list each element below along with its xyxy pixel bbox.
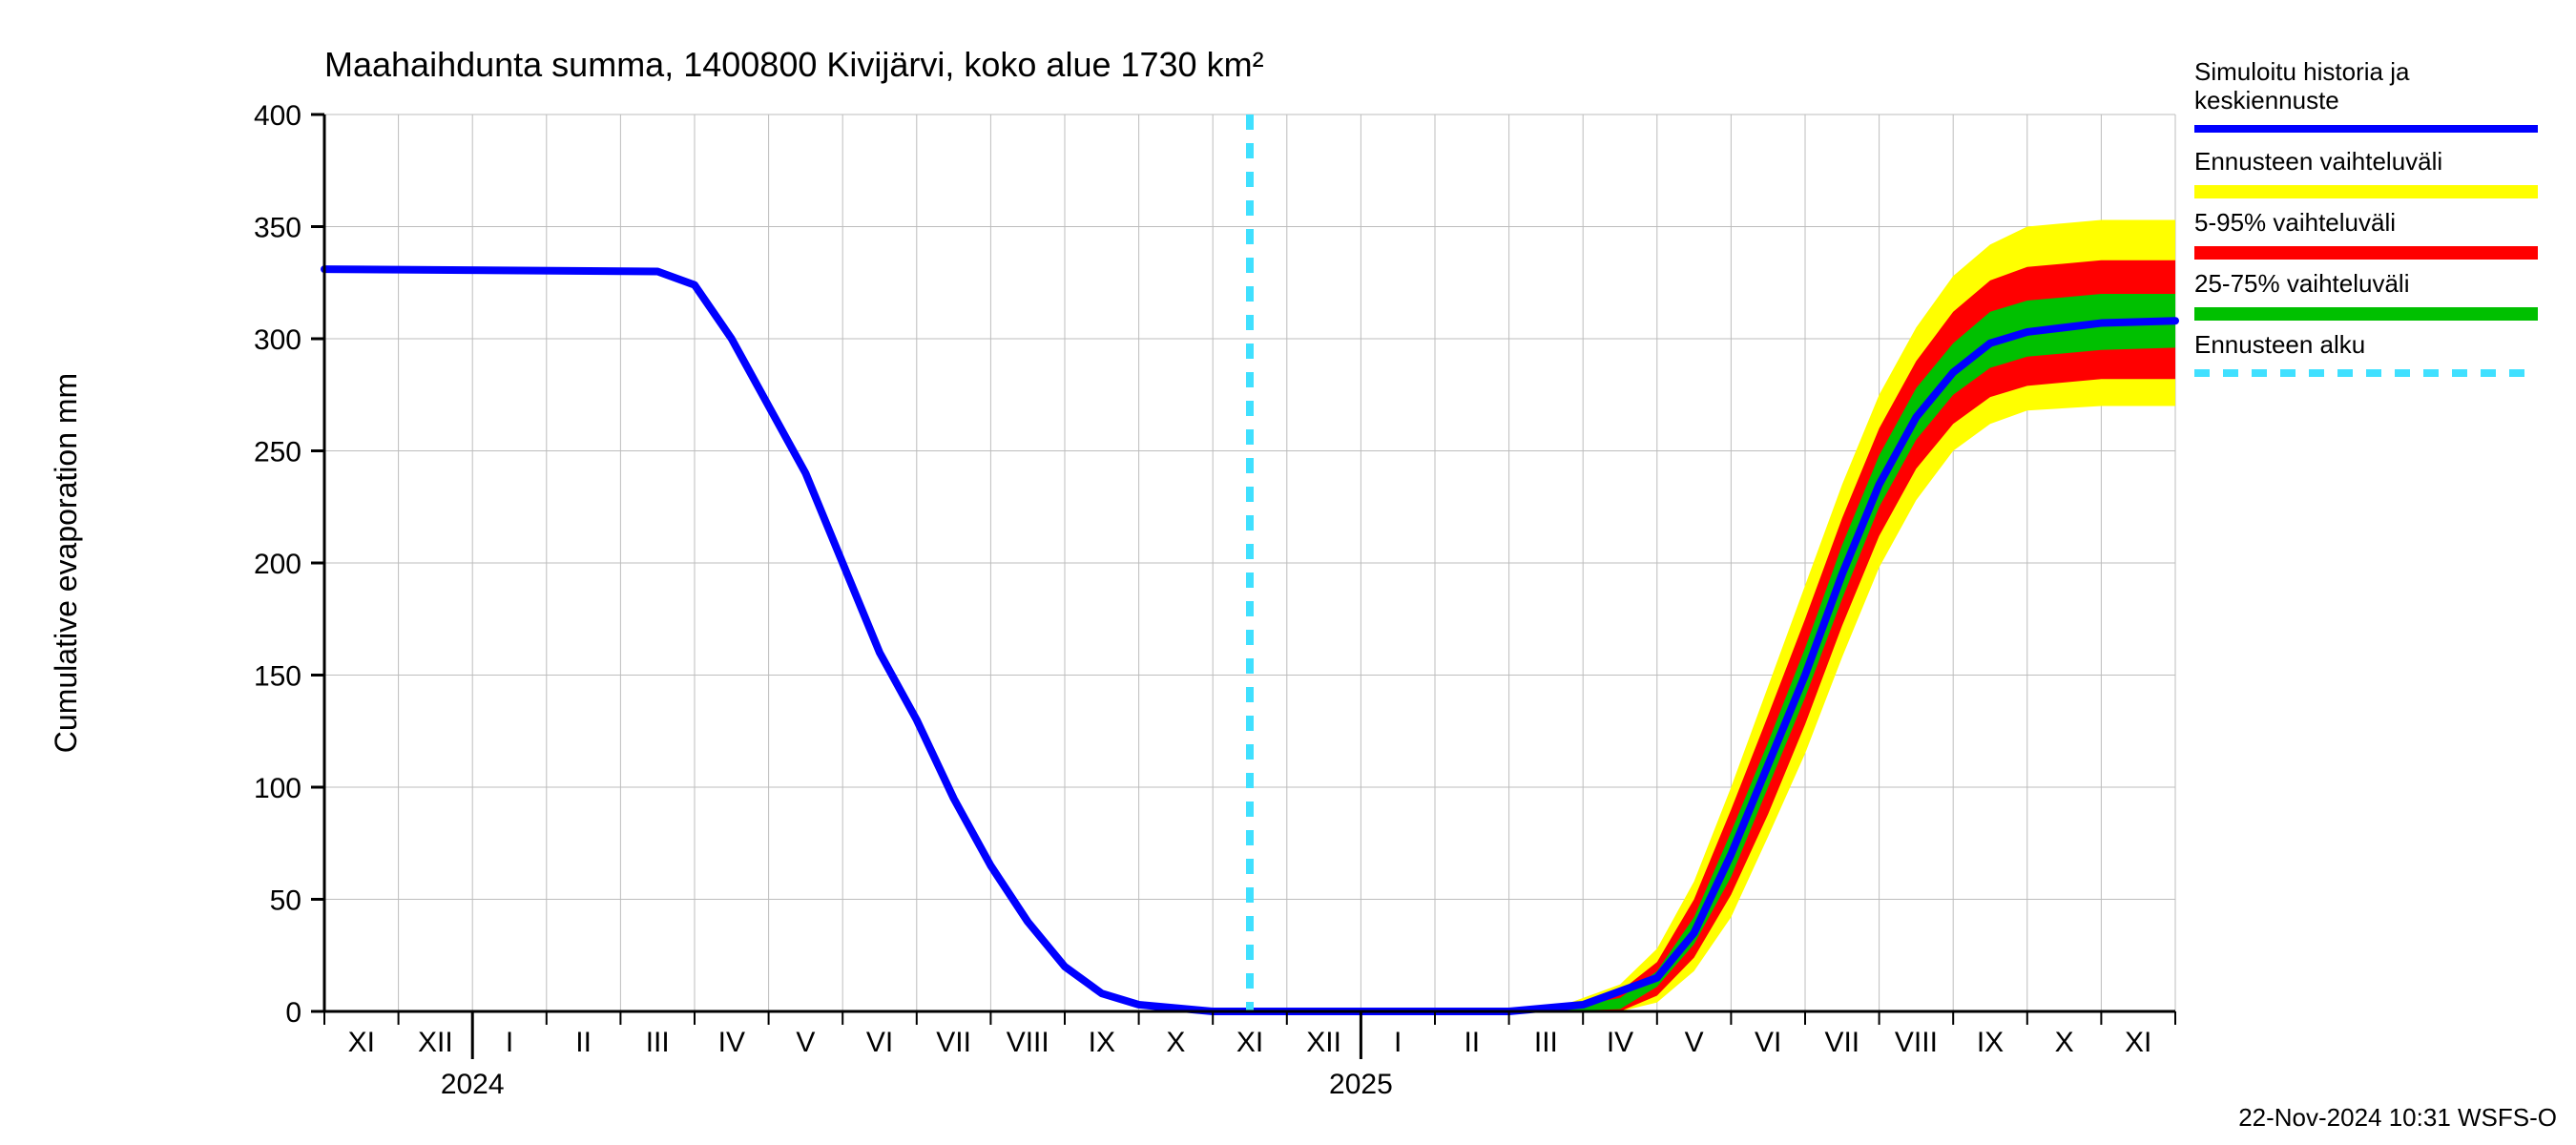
y-tick-label: 50	[270, 885, 301, 917]
x-tick-label: II	[575, 1027, 592, 1058]
chart-bg	[0, 0, 2576, 1145]
x-tick-label: VII	[1824, 1027, 1859, 1058]
year-label: 2024	[441, 1069, 505, 1100]
y-tick-label: 150	[254, 661, 301, 693]
year-label: 2025	[1329, 1069, 1393, 1100]
legend-label: Ennusteen vaihteluväli	[2194, 147, 2442, 176]
y-tick-label: 100	[254, 773, 301, 804]
y-tick-label: 250	[254, 437, 301, 468]
x-tick-label: I	[506, 1027, 513, 1058]
x-tick-label: X	[1166, 1027, 1185, 1058]
x-tick-label: III	[1534, 1027, 1558, 1058]
x-tick-label: IV	[718, 1027, 745, 1058]
y-tick-label: 0	[285, 997, 301, 1029]
y-tick-label: 350	[254, 213, 301, 244]
x-tick-label: I	[1394, 1027, 1402, 1058]
legend-label: 5-95% vaihteluväli	[2194, 208, 2396, 237]
y-axis-label: Cumulative evaporation mm	[49, 373, 83, 753]
x-tick-label: X	[2055, 1027, 2074, 1058]
x-tick-label: IX	[1977, 1027, 2004, 1058]
x-tick-label: XI	[2125, 1027, 2151, 1058]
x-tick-label: IX	[1089, 1027, 1115, 1058]
x-tick-label: XI	[1236, 1027, 1263, 1058]
x-tick-label: VII	[936, 1027, 971, 1058]
chart-svg: 050100150200250300350400XIXIIIIIIIIIVVVI…	[0, 0, 2576, 1145]
x-tick-label: XII	[1306, 1027, 1341, 1058]
x-tick-label: XI	[348, 1027, 375, 1058]
legend-label: Ennusteen alku	[2194, 330, 2365, 359]
y-tick-label: 400	[254, 100, 301, 132]
chart-title: Maahaihdunta summa, 1400800 Kivijärvi, k…	[324, 45, 1264, 84]
legend-label: 25-75% vaihteluväli	[2194, 269, 2409, 298]
x-tick-label: II	[1464, 1027, 1480, 1058]
x-tick-label: VI	[866, 1027, 893, 1058]
legend-swatch	[2194, 307, 2538, 321]
x-tick-label: IV	[1607, 1027, 1633, 1058]
legend-label: keskiennuste	[2194, 86, 2339, 114]
legend-swatch	[2194, 185, 2538, 198]
x-tick-label: XII	[418, 1027, 453, 1058]
chart-footer: 22-Nov-2024 10:31 WSFS-O	[2238, 1103, 2557, 1132]
y-tick-label: 300	[254, 324, 301, 356]
legend-label: Simuloitu historia ja	[2194, 57, 2410, 86]
x-tick-label: V	[796, 1027, 815, 1058]
x-tick-label: VIII	[1895, 1027, 1938, 1058]
chart-container: 050100150200250300350400XIXIIIIIIIIIVVVI…	[0, 0, 2576, 1145]
x-tick-label: VI	[1755, 1027, 1781, 1058]
x-tick-label: V	[1685, 1027, 1704, 1058]
legend-swatch	[2194, 246, 2538, 260]
x-tick-label: III	[646, 1027, 670, 1058]
y-tick-label: 200	[254, 549, 301, 580]
x-tick-label: VIII	[1007, 1027, 1049, 1058]
